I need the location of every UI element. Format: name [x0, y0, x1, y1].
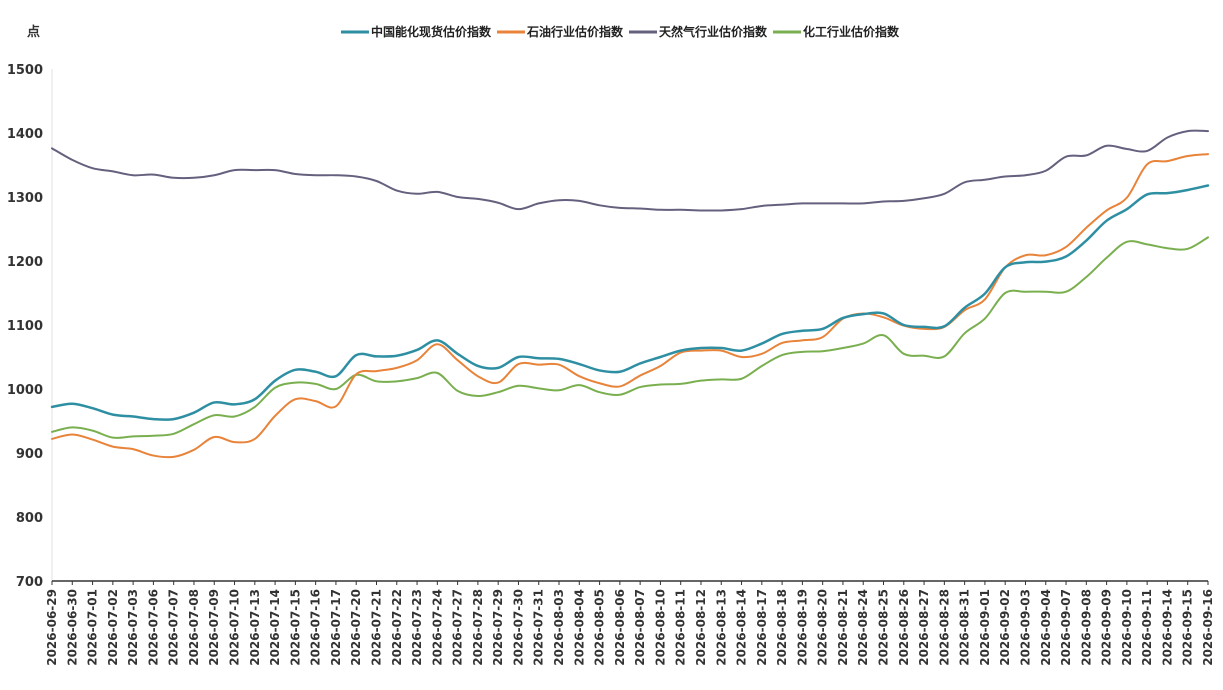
x-tick-label: 2026-07-17	[329, 589, 343, 666]
x-tick-label: 2026-07-29	[491, 589, 505, 666]
x-tick-label: 2026-09-15	[1181, 589, 1195, 666]
x-tick-label: 2026-08-19	[795, 589, 809, 666]
x-tick-label: 2026-09-04	[1039, 589, 1053, 666]
x-tick-label: 2026-08-21	[836, 589, 850, 666]
x-tick-label: 2026-07-28	[471, 589, 485, 666]
y-tick-label: 1100	[7, 319, 43, 334]
x-tick-label: 2026-08-10	[653, 589, 667, 666]
x-tick-label: 2026-09-14	[1160, 589, 1174, 666]
x-tick-label: 2026-07-10	[228, 589, 242, 666]
x-tick-label: 2026-08-07	[633, 589, 647, 666]
x-tick-label: 2026-08-04	[572, 589, 586, 666]
y-tick-label: 700	[16, 575, 43, 590]
legend-label: 中国能化现货估价指数	[371, 24, 492, 39]
x-tick-label: 2026-07-09	[207, 589, 221, 666]
x-tick-label: 2026-09-16	[1201, 589, 1215, 666]
y-tick-label: 1500	[7, 63, 43, 78]
x-tick-label: 2026-08-13	[714, 589, 728, 666]
legend-item-0: 中国能化现货估价指数	[340, 24, 492, 39]
x-axis: 2026-06-29 2026-06-30 2026-07-01 2026-07-02…	[45, 580, 1215, 666]
x-tick-label: 2026-07-22	[390, 589, 404, 666]
x-tick-label: 2026-07-15	[288, 589, 302, 666]
x-tick-label: 2026-09-07	[1059, 589, 1073, 666]
legend-label: 石油行业估价指数	[526, 24, 624, 39]
x-tick-label: 2026-09-02	[998, 589, 1012, 666]
x-tick-label: 2026-08-12	[694, 589, 708, 666]
x-tick-label: 2026-07-24	[430, 589, 444, 666]
series-line-2	[51, 129, 1209, 212]
legend-item-2: 天然气行业估价指数	[629, 24, 768, 39]
x-tick-label: 2026-08-27	[917, 589, 931, 666]
x-tick-label: 2026-08-31	[958, 589, 972, 666]
x-tick-label: 2026-09-09	[1100, 589, 1114, 666]
x-tick-label: 2026-09-10	[1120, 589, 1134, 666]
x-tick-label: 2026-08-17	[755, 589, 769, 666]
x-tick-label: 2026-07-01	[86, 589, 100, 666]
x-tick-label: 2026-07-06	[146, 589, 160, 666]
x-tick-label: 2026-06-29	[45, 589, 59, 666]
x-tick-label: 2026-08-14	[735, 589, 749, 666]
x-tick-label: 2026-08-05	[593, 589, 607, 666]
x-tick-label: 2026-08-25	[877, 589, 891, 666]
x-tick-label: 2026-09-11	[1140, 589, 1154, 666]
x-tick-label: 2026-08-18	[775, 589, 789, 666]
x-tick-label: 2026-07-27	[451, 589, 465, 666]
legend-item-3: 化工行业估价指数	[773, 24, 900, 39]
x-tick-label: 2026-09-08	[1079, 589, 1093, 666]
series-line-1	[51, 153, 1209, 459]
y-tick-label: 800	[16, 511, 43, 526]
x-tick-label: 2026-07-08	[187, 589, 201, 666]
x-tick-label: 2026-07-23	[410, 589, 424, 666]
legend-label: 天然气行业估价指数	[659, 24, 768, 39]
x-tick-label: 2026-07-21	[369, 589, 383, 666]
x-tick-label: 2026-07-02	[106, 589, 120, 666]
x-tick-label: 2026-07-14	[268, 589, 282, 666]
x-tick-label: 2026-08-28	[937, 589, 951, 666]
x-tick-label: 2026-07-30	[511, 589, 525, 666]
y-tick-label: 1300	[7, 191, 43, 206]
legend: 中国能化现货估价指数 石油行业估价指数 天然气行业估价指数 化工行业估价指数	[340, 24, 900, 39]
x-tick-label: 2026-06-30	[65, 589, 79, 666]
x-tick-label: 2026-08-03	[552, 589, 566, 666]
x-tick-label: 2026-09-01	[978, 589, 992, 666]
series-line-0	[50, 184, 1210, 421]
x-tick-label: 2026-07-16	[309, 589, 323, 666]
x-tick-label: 2026-08-06	[613, 589, 627, 666]
x-tick-label: 2026-08-24	[856, 589, 870, 666]
x-tick-label: 2026-08-26	[897, 589, 911, 666]
legend-item-1: 石油行业估价指数	[496, 24, 624, 39]
y-axis: 700 800 900 1000 1100 1200 1300 1400 1500	[7, 63, 53, 590]
x-tick-label: 2026-08-11	[674, 589, 688, 666]
x-tick-label: 2026-08-20	[816, 589, 830, 666]
y-tick-label: 900	[16, 447, 43, 462]
y-axis-unit-label: 点	[27, 24, 40, 40]
x-tick-label: 2026-07-07	[167, 589, 181, 666]
x-tick-label: 2026-07-13	[248, 589, 262, 666]
legend-label: 化工行业估价指数	[803, 24, 900, 39]
y-tick-label: 1200	[7, 255, 43, 270]
x-tick-label: 2026-09-03	[1018, 589, 1032, 666]
y-tick-label: 1000	[7, 383, 43, 398]
x-tick-label: 2026-07-31	[532, 589, 546, 666]
y-tick-label: 1400	[7, 127, 43, 142]
x-tick-label: 2026-07-03	[126, 589, 140, 666]
series-layer	[50, 129, 1210, 459]
x-tick-label: 2026-07-20	[349, 589, 363, 666]
series-line-3	[51, 236, 1209, 439]
